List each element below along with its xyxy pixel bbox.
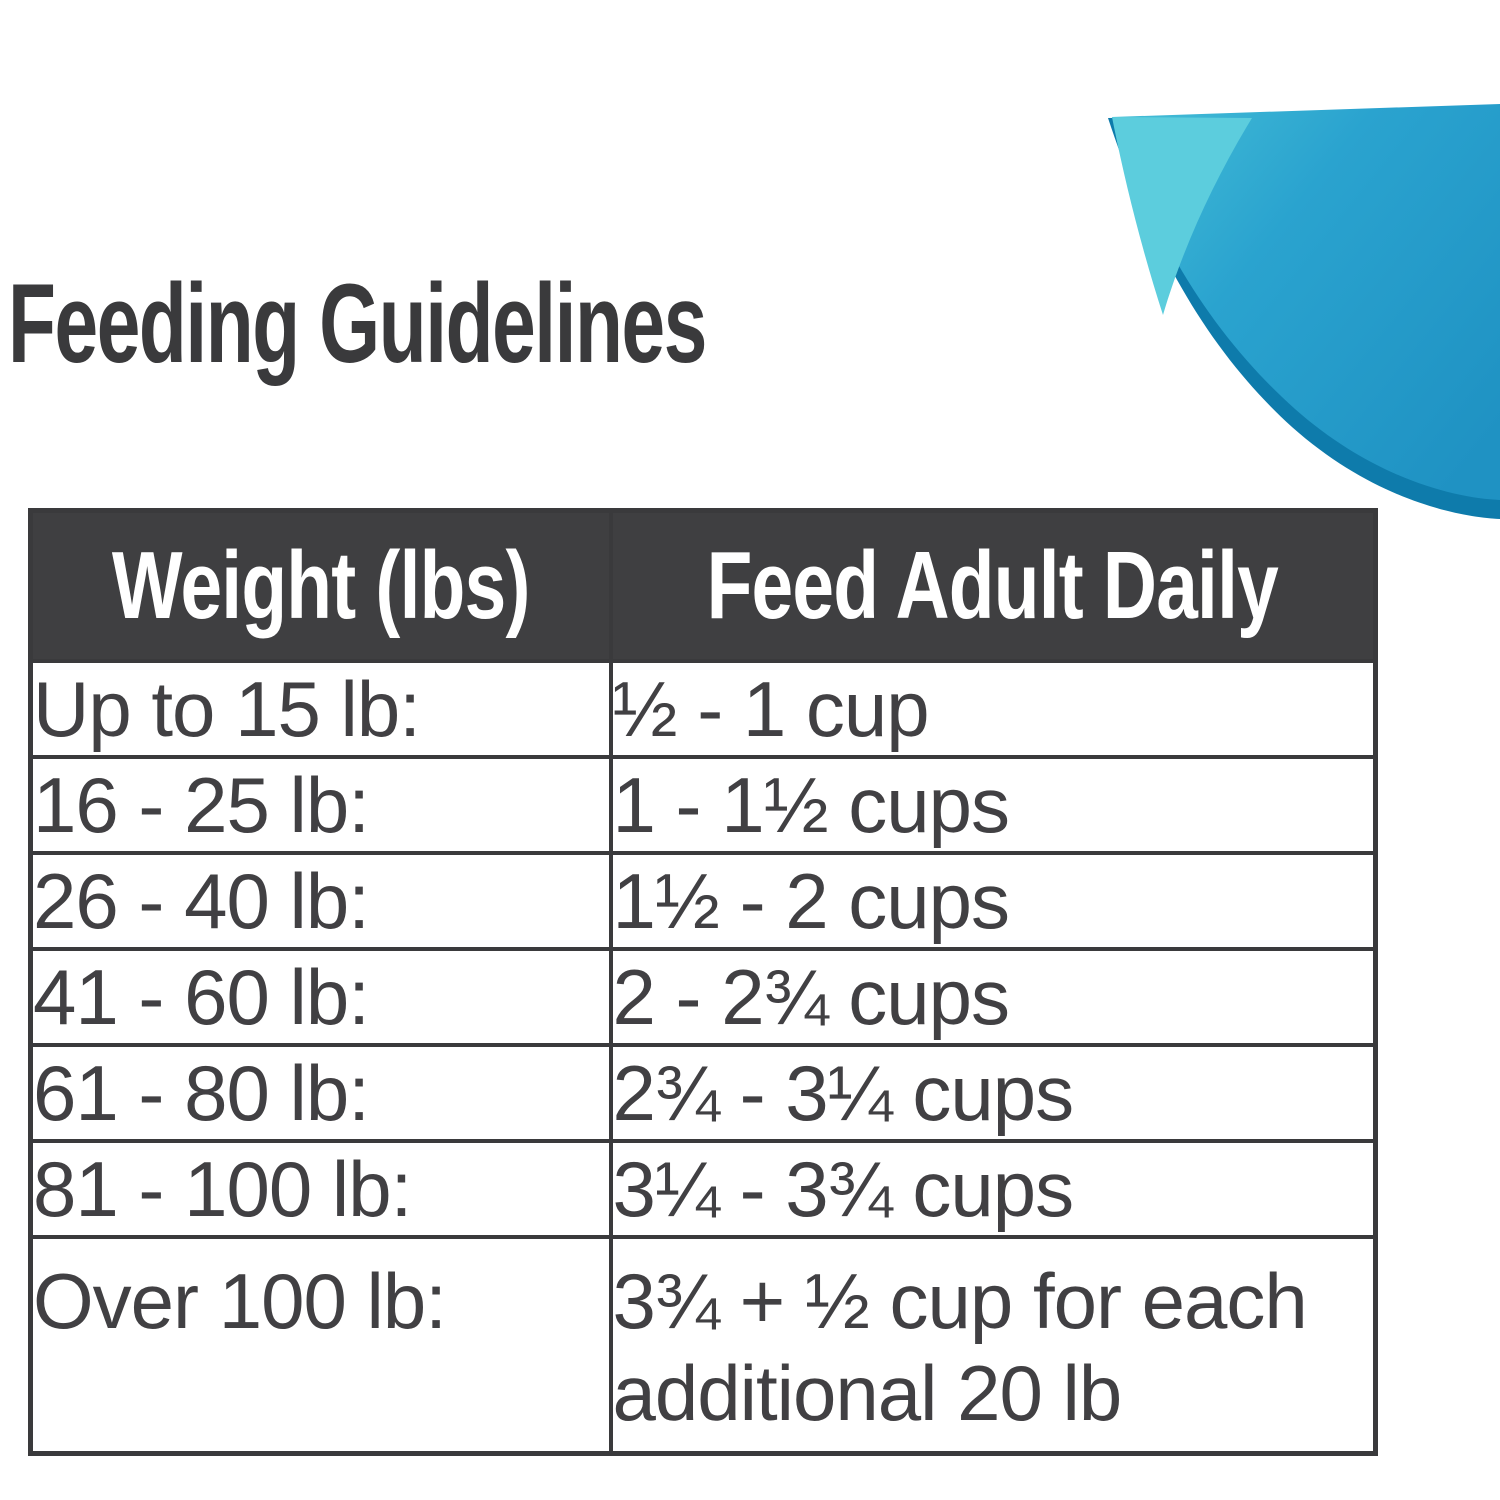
feed-cell: 2 - 2¾ cups [608,947,1378,1048]
table-header: Weight (lbs) Feed Adult Daily [28,508,1378,663]
header-row: Weight (lbs) Feed Adult Daily [28,508,1378,663]
wave-light-wedge [1112,117,1252,315]
weight-cell: 26 - 40 lb: [28,851,613,952]
header-weight-label: Weight (lbs) [111,532,530,639]
table-row: 81 - 100 lb: 3¼ - 3¾ cups [28,1139,1378,1240]
table-row: Up to 15 lb: ½ - 1 cup [28,658,1378,760]
feed-cell: 2¾ - 3¼ cups [608,1043,1378,1144]
weight-cell: 16 - 25 lb: [28,755,613,856]
feed-cell: 1 - 1½ cups [608,755,1378,856]
table-row: 41 - 60 lb: 2 - 2¾ cups [28,947,1378,1048]
table-row: 26 - 40 lb: 1½ - 2 cups [28,851,1378,952]
table-body: Up to 15 lb: ½ - 1 cup 16 - 25 lb: 1 - 1… [28,658,1378,1456]
table-row: 61 - 80 lb: 2¾ - 3¼ cups [28,1043,1378,1144]
weight-cell: 61 - 80 lb: [28,1043,613,1144]
weight-cell: 81 - 100 lb: [28,1139,613,1240]
header-feed-label: Feed Adult Daily [707,532,1279,639]
header-weight: Weight (lbs) [28,508,613,663]
weight-cell: Over 100 lb: [28,1235,613,1456]
header-feed: Feed Adult Daily [608,508,1378,663]
wave-body [1112,104,1500,500]
page-title-text: Feeding Guidelines [8,261,707,386]
weight-cell: 41 - 60 lb: [28,947,613,1048]
feed-cell: 1½ - 2 cups [608,851,1378,952]
wave-dark-edge [1108,112,1500,519]
page-title: Feeding Guidelines [8,262,1005,385]
weight-cell: Up to 15 lb: [28,658,613,760]
feeding-table: Weight (lbs) Feed Adult Daily Up to 15 l… [28,508,1378,1457]
feed-cell: 3¼ - 3¾ cups [608,1139,1378,1240]
feed-cell: ½ - 1 cup [608,658,1378,760]
table-row: 16 - 25 lb: 1 - 1½ cups [28,755,1378,856]
feed-cell: 3¾ + ½ cup for each additional 20 lb [608,1235,1378,1456]
table-row: Over 100 lb: 3¾ + ½ cup for each additio… [28,1235,1378,1456]
